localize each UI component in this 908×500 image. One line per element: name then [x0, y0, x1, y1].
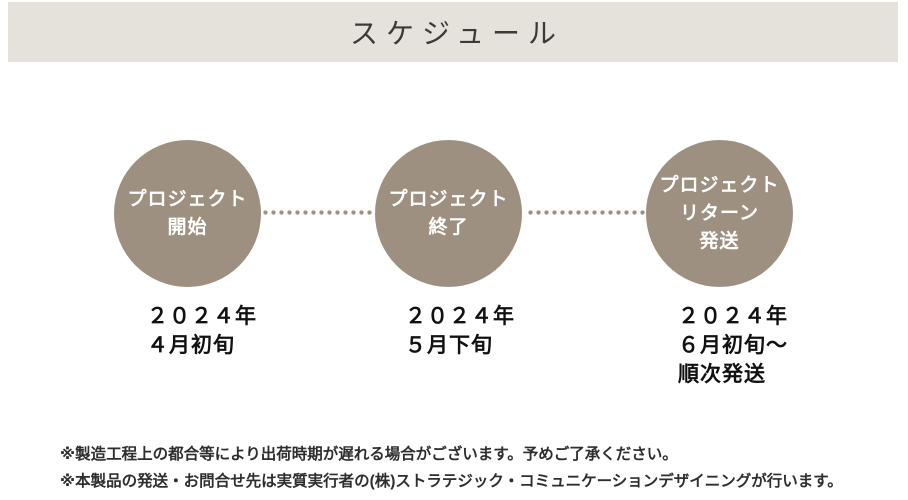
dotted-connector-2 [528, 210, 645, 215]
timeline-step-2-label: プロジェクト 終了 [388, 188, 509, 238]
page-title: スケジュール [349, 18, 565, 49]
disclaimer-note-2: ※本製品の発送・お問合せ先は実質実行者の(株)ストラテジック・コミュニケーション… [60, 473, 843, 490]
timeline-step-1-date: ２０２４年 ４月初旬 [147, 305, 257, 357]
timeline-step-3-date: ２０２４年 ６月初旬～ 順次発送 [678, 305, 788, 386]
timeline-step-2-circle: プロジェクト 終了 [375, 140, 522, 287]
disclaimer-notes: ※製造工程上の都合等により出荷時期が遅れる場合がございます。予めご了承ください。… [60, 441, 843, 495]
schedule-header-banner: スケジュール [8, 2, 898, 62]
timeline-step-1-circle: プロジェクト 開始 [114, 140, 261, 287]
dotted-connector-1 [263, 210, 373, 215]
timeline-step-3-circle: プロジェクト リターン 発送 [646, 140, 793, 287]
disclaimer-note-1: ※製造工程上の都合等により出荷時期が遅れる場合がございます。予めご了承ください。 [60, 446, 678, 463]
timeline-step-1-label: プロジェクト 開始 [127, 188, 248, 238]
timeline-step-3-label: プロジェクト リターン 発送 [659, 174, 780, 252]
timeline-step-2-date: ２０２４年 ５月下旬 [405, 305, 515, 357]
